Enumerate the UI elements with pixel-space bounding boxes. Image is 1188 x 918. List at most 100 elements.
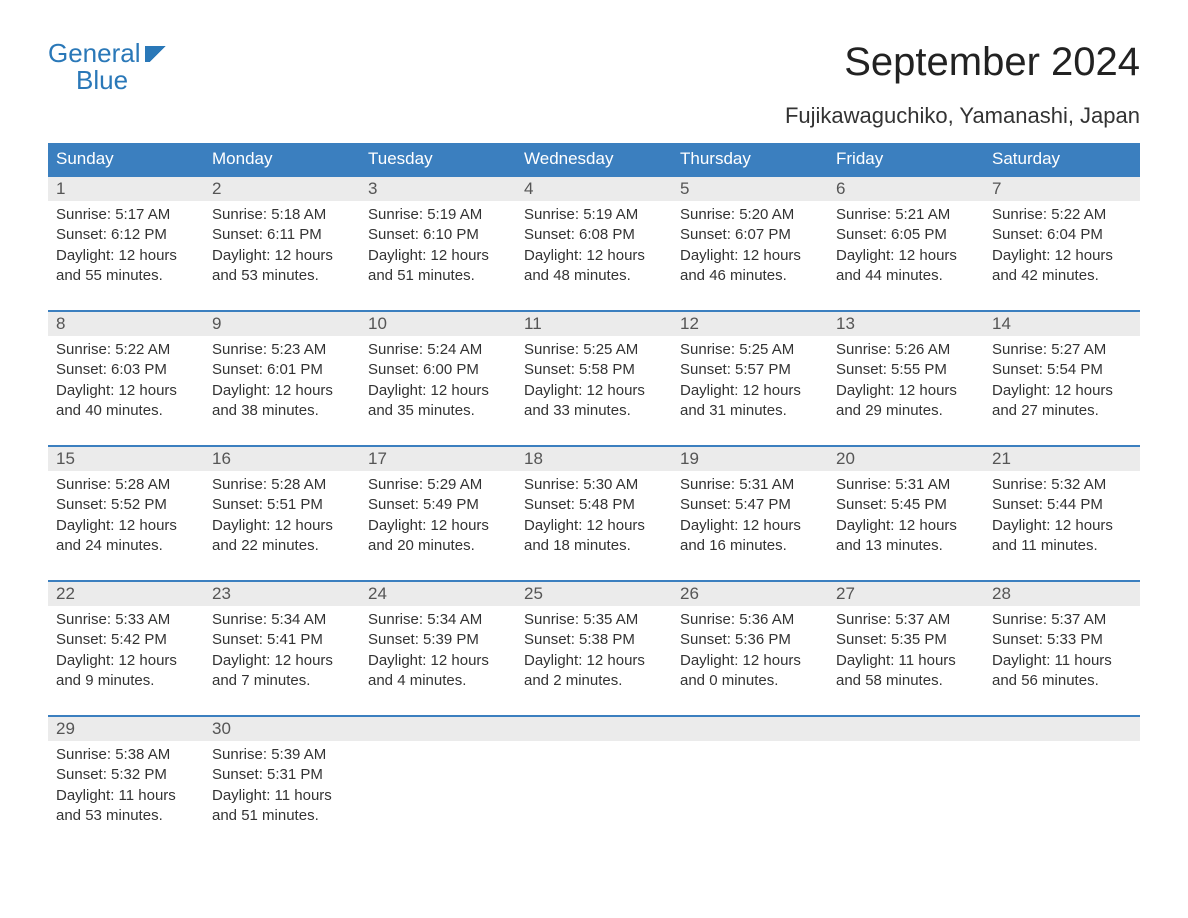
- daylight-text: Daylight: 12 hours and 11 minutes.: [992, 516, 1132, 557]
- daycontent-cell: Sunrise: 5:33 AMSunset: 5:42 PMDaylight:…: [48, 606, 204, 697]
- weekday-cell: Wednesday: [516, 143, 672, 175]
- daycontent-cell: Sunrise: 5:39 AMSunset: 5:31 PMDaylight:…: [204, 741, 360, 832]
- daycontent-cell: Sunrise: 5:28 AMSunset: 5:51 PMDaylight:…: [204, 471, 360, 562]
- daylight-text: Daylight: 12 hours and 29 minutes.: [836, 381, 976, 422]
- sunrise-text: Sunrise: 5:26 AM: [836, 340, 976, 360]
- daynum-cell: 21: [984, 447, 1140, 471]
- daylight-text: Daylight: 12 hours and 55 minutes.: [56, 246, 196, 287]
- weekday-cell: Sunday: [48, 143, 204, 175]
- daynum-cell: 2: [204, 177, 360, 201]
- daycontent-cell: [516, 741, 672, 832]
- daylight-text: Daylight: 12 hours and 35 minutes.: [368, 381, 508, 422]
- daylight-text: Daylight: 12 hours and 18 minutes.: [524, 516, 664, 557]
- month-title: September 2024: [785, 40, 1140, 85]
- sunrise-text: Sunrise: 5:18 AM: [212, 205, 352, 225]
- daylight-text: Daylight: 11 hours and 51 minutes.: [212, 786, 352, 827]
- sunrise-text: Sunrise: 5:31 AM: [836, 475, 976, 495]
- sunset-text: Sunset: 5:41 PM: [212, 630, 352, 650]
- week-row: 1234567Sunrise: 5:17 AMSunset: 6:12 PMDa…: [48, 175, 1140, 292]
- sunrise-text: Sunrise: 5:23 AM: [212, 340, 352, 360]
- daylight-text: Daylight: 12 hours and 42 minutes.: [992, 246, 1132, 287]
- daycontent-cell: Sunrise: 5:30 AMSunset: 5:48 PMDaylight:…: [516, 471, 672, 562]
- sunrise-text: Sunrise: 5:29 AM: [368, 475, 508, 495]
- sunrise-text: Sunrise: 5:34 AM: [212, 610, 352, 630]
- daycontent-cell: Sunrise: 5:27 AMSunset: 5:54 PMDaylight:…: [984, 336, 1140, 427]
- sunset-text: Sunset: 6:01 PM: [212, 360, 352, 380]
- daylight-text: Daylight: 11 hours and 56 minutes.: [992, 651, 1132, 692]
- daycontent-cell: Sunrise: 5:23 AMSunset: 6:01 PMDaylight:…: [204, 336, 360, 427]
- daynum-cell: 24: [360, 582, 516, 606]
- daynum-cell: 30: [204, 717, 360, 741]
- sunrise-text: Sunrise: 5:31 AM: [680, 475, 820, 495]
- daynum-cell: 18: [516, 447, 672, 471]
- daycontent-row: Sunrise: 5:28 AMSunset: 5:52 PMDaylight:…: [48, 471, 1140, 562]
- daynum-cell: 3: [360, 177, 516, 201]
- daylight-text: Daylight: 12 hours and 33 minutes.: [524, 381, 664, 422]
- daylight-text: Daylight: 12 hours and 22 minutes.: [212, 516, 352, 557]
- daylight-text: Daylight: 12 hours and 20 minutes.: [368, 516, 508, 557]
- daynum-cell: 22: [48, 582, 204, 606]
- sunset-text: Sunset: 5:39 PM: [368, 630, 508, 650]
- daycontent-cell: Sunrise: 5:24 AMSunset: 6:00 PMDaylight:…: [360, 336, 516, 427]
- sunrise-text: Sunrise: 5:34 AM: [368, 610, 508, 630]
- sunrise-text: Sunrise: 5:37 AM: [836, 610, 976, 630]
- sunrise-text: Sunrise: 5:25 AM: [680, 340, 820, 360]
- sunset-text: Sunset: 6:00 PM: [368, 360, 508, 380]
- daynum-row: 2930: [48, 717, 1140, 741]
- sunrise-text: Sunrise: 5:35 AM: [524, 610, 664, 630]
- daylight-text: Daylight: 12 hours and 40 minutes.: [56, 381, 196, 422]
- sunset-text: Sunset: 5:45 PM: [836, 495, 976, 515]
- sunset-text: Sunset: 5:33 PM: [992, 630, 1132, 650]
- daylight-text: Daylight: 12 hours and 27 minutes.: [992, 381, 1132, 422]
- daynum-cell: 17: [360, 447, 516, 471]
- daynum-row: 891011121314: [48, 312, 1140, 336]
- daynum-cell: [984, 717, 1140, 741]
- sunrise-text: Sunrise: 5:28 AM: [56, 475, 196, 495]
- weekday-cell: Saturday: [984, 143, 1140, 175]
- daylight-text: Daylight: 12 hours and 48 minutes.: [524, 246, 664, 287]
- sunset-text: Sunset: 6:11 PM: [212, 225, 352, 245]
- weekday-header-row: SundayMondayTuesdayWednesdayThursdayFrid…: [48, 143, 1140, 175]
- daylight-text: Daylight: 11 hours and 53 minutes.: [56, 786, 196, 827]
- daycontent-cell: Sunrise: 5:25 AMSunset: 5:58 PMDaylight:…: [516, 336, 672, 427]
- daycontent-cell: Sunrise: 5:37 AMSunset: 5:35 PMDaylight:…: [828, 606, 984, 697]
- daycontent-cell: Sunrise: 5:38 AMSunset: 5:32 PMDaylight:…: [48, 741, 204, 832]
- sunset-text: Sunset: 5:54 PM: [992, 360, 1132, 380]
- sunset-text: Sunset: 5:48 PM: [524, 495, 664, 515]
- daycontent-row: Sunrise: 5:17 AMSunset: 6:12 PMDaylight:…: [48, 201, 1140, 292]
- weekday-cell: Monday: [204, 143, 360, 175]
- title-block: September 2024 Fujikawaguchiko, Yamanash…: [785, 40, 1140, 129]
- sunset-text: Sunset: 6:08 PM: [524, 225, 664, 245]
- sunset-text: Sunset: 6:03 PM: [56, 360, 196, 380]
- daycontent-cell: Sunrise: 5:21 AMSunset: 6:05 PMDaylight:…: [828, 201, 984, 292]
- daynum-cell: 10: [360, 312, 516, 336]
- daynum-cell: 8: [48, 312, 204, 336]
- sunset-text: Sunset: 5:36 PM: [680, 630, 820, 650]
- daynum-cell: 19: [672, 447, 828, 471]
- daycontent-cell: Sunrise: 5:17 AMSunset: 6:12 PMDaylight:…: [48, 201, 204, 292]
- daynum-cell: 20: [828, 447, 984, 471]
- daynum-cell: 27: [828, 582, 984, 606]
- sunset-text: Sunset: 6:12 PM: [56, 225, 196, 245]
- daynum-cell: [672, 717, 828, 741]
- sunrise-text: Sunrise: 5:22 AM: [56, 340, 196, 360]
- daynum-cell: 9: [204, 312, 360, 336]
- daycontent-cell: Sunrise: 5:28 AMSunset: 5:52 PMDaylight:…: [48, 471, 204, 562]
- week-row: 891011121314 Sunrise: 5:22 AMSunset: 6:03…: [48, 310, 1140, 427]
- daynum-row: 15161718192021: [48, 447, 1140, 471]
- sunrise-text: Sunrise: 5:32 AM: [992, 475, 1132, 495]
- sunset-text: Sunset: 5:57 PM: [680, 360, 820, 380]
- daylight-text: Daylight: 12 hours and 13 minutes.: [836, 516, 976, 557]
- daycontent-cell: Sunrise: 5:31 AMSunset: 5:47 PMDaylight:…: [672, 471, 828, 562]
- sunrise-text: Sunrise: 5:27 AM: [992, 340, 1132, 360]
- sunset-text: Sunset: 6:07 PM: [680, 225, 820, 245]
- sunset-text: Sunset: 5:58 PM: [524, 360, 664, 380]
- daycontent-row: Sunrise: 5:38 AMSunset: 5:32 PMDaylight:…: [48, 741, 1140, 832]
- daynum-cell: 12: [672, 312, 828, 336]
- daycontent-cell: Sunrise: 5:37 AMSunset: 5:33 PMDaylight:…: [984, 606, 1140, 697]
- sunrise-text: Sunrise: 5:21 AM: [836, 205, 976, 225]
- sunrise-text: Sunrise: 5:19 AM: [368, 205, 508, 225]
- daylight-text: Daylight: 11 hours and 58 minutes.: [836, 651, 976, 692]
- sunrise-text: Sunrise: 5:37 AM: [992, 610, 1132, 630]
- daycontent-cell: Sunrise: 5:29 AMSunset: 5:49 PMDaylight:…: [360, 471, 516, 562]
